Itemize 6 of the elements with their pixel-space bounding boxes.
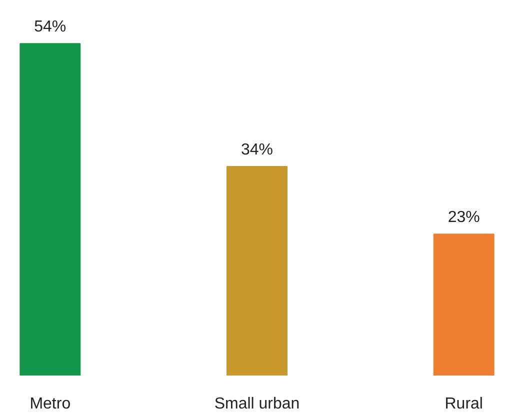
x-tick-label: Rural xyxy=(444,396,483,412)
data-label: 54% xyxy=(34,18,66,36)
x-tick-label: Small urban xyxy=(214,396,300,412)
data-label: 23% xyxy=(448,209,480,226)
x-tick-label: Metro xyxy=(30,396,71,412)
data-label: 34% xyxy=(240,142,274,159)
